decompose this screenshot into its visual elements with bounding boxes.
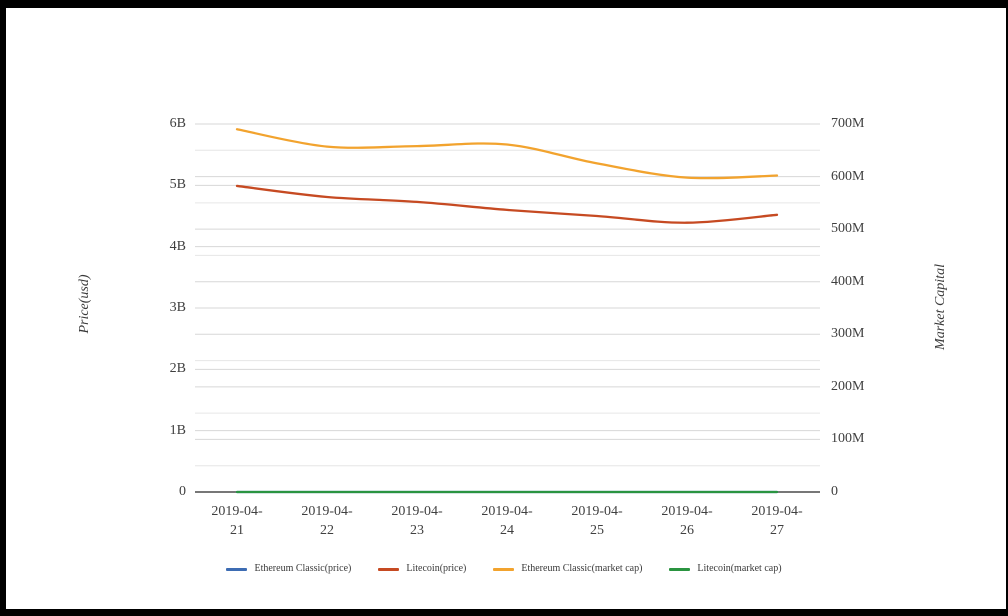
legend-item-ethereum-classic-market-cap[interactable]: Ethereum Classic(market cap) bbox=[493, 564, 642, 574]
y-axis-left-tick: 3B bbox=[169, 300, 186, 315]
legend-item-ethereum-classic-price[interactable]: Ethereum Classic(price) bbox=[226, 564, 351, 574]
x-axis-label: 2019-04- 27 bbox=[751, 504, 803, 538]
legend-marker bbox=[669, 567, 691, 571]
x-axis-label: 2019-04- 24 bbox=[481, 504, 533, 538]
left-axis-title: Price(usd) bbox=[77, 274, 92, 334]
legend-label: Ethereum Classic(price) bbox=[254, 563, 352, 574]
legend-item-litecoin-market-cap[interactable]: Litecoin(market cap) bbox=[669, 563, 782, 574]
legend-marker bbox=[378, 567, 400, 571]
y-axis-right-tick: 300M bbox=[831, 326, 865, 342]
series-line-litecoin-price bbox=[235, 184, 779, 224]
y-axis-right-tick: 400M bbox=[831, 273, 865, 289]
y-axis-right-tick: 100M bbox=[831, 431, 865, 447]
y-axis-left-tick: 5B bbox=[169, 177, 186, 193]
legend-item-litecoin-price[interactable]: Litecoin(price) bbox=[378, 564, 466, 574]
legend-label: Litecoin(market cap) bbox=[697, 563, 782, 574]
y-axis-left-tick: 2B bbox=[169, 361, 186, 377]
y-axis-left-tick: 0 bbox=[179, 484, 186, 499]
x-axis-label: 2019-04- 25 bbox=[571, 504, 623, 538]
y-axis-right-tick: 200M bbox=[831, 378, 865, 394]
y-axis-right-tick: 600M bbox=[831, 168, 865, 184]
y-axis-right-tick: 500M bbox=[831, 221, 865, 237]
x-axis-label: 2019-04- 21 bbox=[211, 504, 263, 538]
right-axis-title: Market Capital bbox=[933, 264, 948, 350]
legend-marker bbox=[493, 567, 515, 571]
y-axis-right-tick: 700M bbox=[831, 116, 865, 131]
y-axis-left-tick: 6B bbox=[169, 116, 186, 131]
x-axis-label: 2019-04- 23 bbox=[391, 504, 443, 538]
y-axis-left-tick: 1B bbox=[169, 422, 186, 438]
y-axis-right-tick: 0 bbox=[831, 484, 838, 499]
x-axis-label: 2019-04- 26 bbox=[661, 504, 713, 538]
x-axis-label: 2019-04- 22 bbox=[301, 504, 353, 538]
legend-marker bbox=[226, 567, 248, 571]
y-axis-left-tick: 4B bbox=[169, 238, 186, 254]
series-line-ethereum-classic-market-cap bbox=[235, 128, 779, 180]
legend-label: Ethereum Classic(market cap) bbox=[521, 563, 643, 574]
legend-label: Litecoin(price) bbox=[406, 563, 467, 574]
legend: Ethereum Classic(price) Litecoin(price) Et… bbox=[0, 564, 1008, 574]
